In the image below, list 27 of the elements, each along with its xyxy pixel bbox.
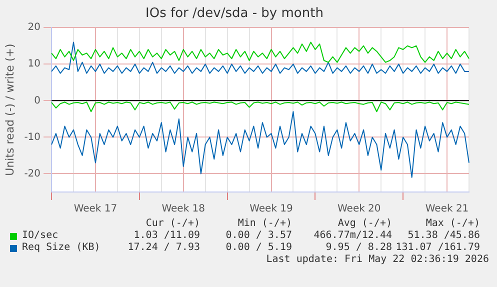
text: Avg (-/+) xyxy=(336,218,392,230)
x-tick-label: Week 19 xyxy=(250,204,293,215)
y-tick-label: 10 xyxy=(28,58,41,70)
x-tick-label: Week 17 xyxy=(74,204,118,215)
text: 0.00 / 3.57 xyxy=(224,230,292,242)
text: Last update: Fri May 22 02:36:19 2026 xyxy=(265,254,489,266)
text: 17.24 / 7.93 xyxy=(126,242,200,254)
text: 1.03 /11.09 xyxy=(132,230,200,242)
y-axis-title: Units read (-) / write (+) xyxy=(3,44,16,176)
chart-title: IOs for /dev/sda - by month xyxy=(146,6,324,22)
x-tick-label: Week 20 xyxy=(337,204,381,215)
text: 466.77m/12.44 xyxy=(312,230,392,242)
y-tick-label: -10 xyxy=(24,132,41,143)
x-tick-label: Week 18 xyxy=(162,204,206,215)
text: Min (-/+) xyxy=(236,218,292,230)
y-tick-label: -20 xyxy=(24,168,41,180)
text: Max (-/+) xyxy=(424,218,480,230)
text: 51.38 /45.86 xyxy=(406,230,480,242)
y-tick-label: 0 xyxy=(34,95,41,106)
legend-label: IO/sec xyxy=(22,230,58,242)
text: Cur (-/+) xyxy=(144,218,200,230)
text: 9.95 / 8.28 xyxy=(324,242,392,254)
text: 0.00 / 5.19 xyxy=(224,242,292,254)
legend-label: Req Size (KB) xyxy=(22,242,100,254)
x-tick-label: Week 21 xyxy=(425,204,469,215)
y-tick-label: 20 xyxy=(28,22,41,34)
text: 131.07 /161.79 xyxy=(394,242,480,254)
